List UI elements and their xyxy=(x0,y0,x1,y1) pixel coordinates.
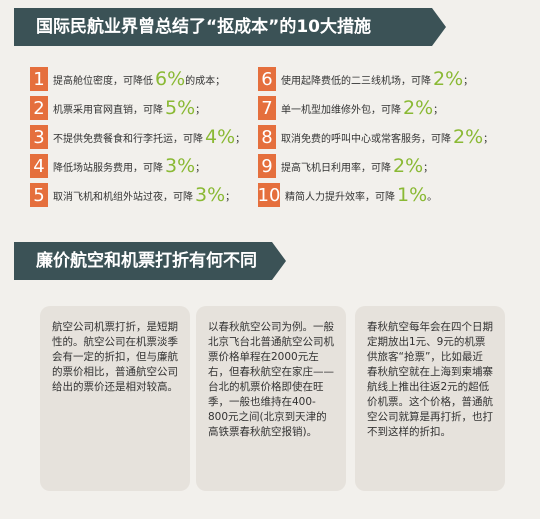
item-number: 4 xyxy=(30,154,48,178)
item-tail: ； xyxy=(483,133,494,145)
item-text: 提高舱位密度，可降低 xyxy=(53,75,153,87)
list-item: 4 降低场站服务费用，可降 3% ； xyxy=(30,154,206,178)
info-card-promo: 春秋航空每年会在四个日期定期放出1元、9元的机票供旅客“抢票”，比如最近春秋航空… xyxy=(355,306,505,491)
item-tail: ； xyxy=(423,162,434,174)
item-tail: 。 xyxy=(427,191,438,203)
list-item: 7 单一机型加维修外包，可降 2% ； xyxy=(258,96,444,120)
item-percent: 2% xyxy=(453,126,484,148)
item-percent: 4% xyxy=(205,126,236,148)
card-text: 春秋航空每年会在四个日期定期放出1元、9元的机票供旅客“抢票”，比如最近春秋航空… xyxy=(367,321,493,438)
item-number: 6 xyxy=(258,67,276,91)
item-percent: 2% xyxy=(403,97,434,119)
item-text: 取消飞机和机组外站过夜，可降 xyxy=(53,191,193,203)
item-percent: 6% xyxy=(155,68,186,90)
title-text: 廉价航空和机票打折有何不同 xyxy=(36,251,257,271)
list-item: 3 不提供免费餐食和行李托运，可降 4% ； xyxy=(30,125,246,149)
item-number: 5 xyxy=(30,183,48,207)
item-tail: 的成本； xyxy=(185,75,226,87)
item-tail: ； xyxy=(235,133,246,145)
title-banner-cost-measures: 国际民航业界曾总结了“抠成本”的10大措施 xyxy=(14,8,446,46)
item-text: 降低场站服务费用，可降 xyxy=(53,162,163,174)
item-number: 10 xyxy=(257,183,281,207)
item-number: 3 xyxy=(30,125,48,149)
item-percent: 3% xyxy=(195,184,226,206)
item-number: 2 xyxy=(30,96,48,120)
item-tail: ； xyxy=(433,104,444,116)
list-item: 8 取消免费的呼叫中心或常客服务，可降 2% ； xyxy=(258,125,494,149)
item-number: 9 xyxy=(258,154,276,178)
item-text: 取消免费的呼叫中心或常客服务，可降 xyxy=(281,133,451,145)
info-card-discount: 航空公司机票打折，是短期性的。航空公司在机票淡季会有一定的折扣，但与廉航的票价相… xyxy=(40,306,190,491)
list-item: 2 机票采用官网直销，可降 5% ； xyxy=(30,96,206,120)
item-text: 使用起降费低的二三线机场，可降 xyxy=(281,75,431,87)
item-text: 不提供免费餐食和行李托运，可降 xyxy=(53,133,203,145)
card-text: 以春秋航空公司为例。一般北京飞台北普通航空公司机票价格单程在2000元左右，但春… xyxy=(208,321,334,438)
title-text: 国际民航业界曾总结了“抠成本”的10大措施 xyxy=(36,17,372,37)
item-tail: ； xyxy=(195,104,206,116)
item-percent: 2% xyxy=(433,68,464,90)
item-text: 单一机型加维修外包，可降 xyxy=(281,104,401,116)
list-item: 1 提高舱位密度，可降低 6% 的成本； xyxy=(30,67,226,91)
item-percent: 5% xyxy=(165,97,196,119)
item-number: 1 xyxy=(30,67,48,91)
title-banner-lowcost-vs-discount: 廉价航空和机票打折有何不同 xyxy=(14,242,286,280)
item-tail: ； xyxy=(225,191,236,203)
card-text: 航空公司机票打折，是短期性的。航空公司在机票淡季会有一定的折扣，但与廉航的票价相… xyxy=(52,321,178,393)
list-item: 6 使用起降费低的二三线机场，可降 2% ； xyxy=(258,67,474,91)
item-number: 7 xyxy=(258,96,276,120)
info-card-example: 以春秋航空公司为例。一般北京飞台北普通航空公司机票价格单程在2000元左右，但春… xyxy=(196,306,346,491)
item-text: 机票采用官网直销，可降 xyxy=(53,104,163,116)
list-item: 10 精简人力提升效率，可降 1% 。 xyxy=(257,183,438,207)
list-item: 5 取消飞机和机组外站过夜，可降 3% ； xyxy=(30,183,236,207)
item-percent: 2% xyxy=(393,155,424,177)
item-percent: 1% xyxy=(397,184,428,206)
item-percent: 3% xyxy=(165,155,196,177)
item-text: 精简人力提升效率，可降 xyxy=(285,191,395,203)
item-text: 提高飞机日利用率，可降 xyxy=(281,162,391,174)
list-item: 9 提高飞机日利用率，可降 2% ； xyxy=(258,154,434,178)
item-tail: ； xyxy=(463,75,474,87)
item-number: 8 xyxy=(258,125,276,149)
item-tail: ； xyxy=(195,162,206,174)
